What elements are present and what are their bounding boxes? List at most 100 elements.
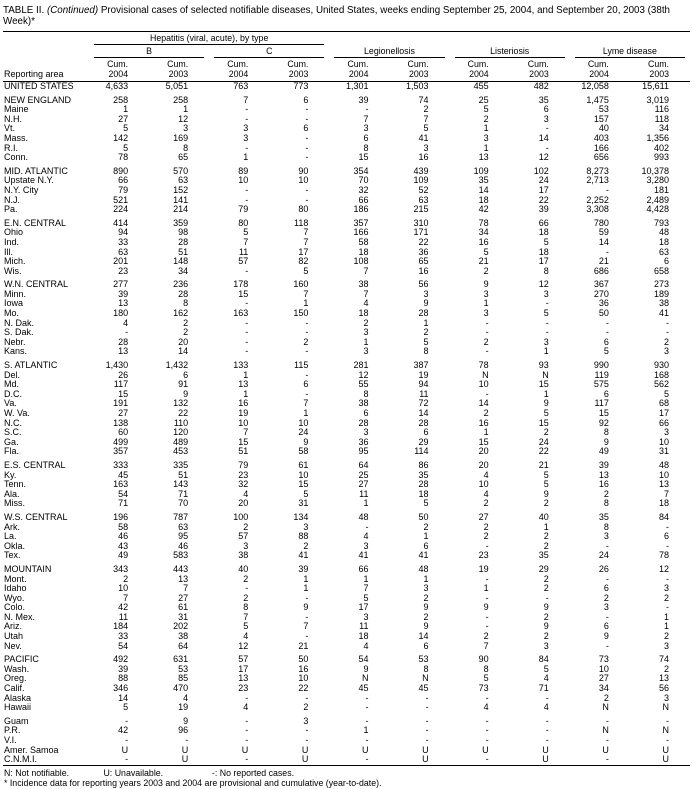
value-cell: - bbox=[545, 124, 549, 134]
value-cell: 28 bbox=[418, 480, 429, 490]
table-row: La. 46 95 57 88 4 1 2 2 3 6 bbox=[3, 532, 690, 542]
reporting-area-cell: Oreg. bbox=[4, 674, 27, 684]
reporting-area-cell: MID. ATLANTIC bbox=[4, 166, 68, 176]
value-cell: 7 bbox=[363, 289, 369, 299]
value-cell: U bbox=[662, 755, 670, 765]
value-cell: 86 bbox=[418, 460, 429, 470]
value-cell: 202 bbox=[173, 622, 189, 632]
value-cell: 7 bbox=[243, 95, 249, 105]
value-cell: 13 bbox=[658, 480, 669, 490]
value-cell: 52 bbox=[418, 185, 429, 195]
value-cell: 35 bbox=[418, 470, 429, 480]
value-cell: 102 bbox=[533, 166, 549, 176]
value-cell: 7 bbox=[363, 584, 369, 594]
value-cell: - bbox=[605, 541, 609, 551]
value-cell: 13 bbox=[178, 574, 189, 584]
value-cell: 12 bbox=[238, 641, 249, 651]
column-header-cum: Cum. 2003 bbox=[269, 58, 330, 82]
group-header-row-1: Reporting area Hepatitis (viral, acute),… bbox=[3, 31, 690, 82]
value-cell: 184 bbox=[113, 622, 129, 632]
value-cell: 114 bbox=[414, 447, 429, 457]
value-cell: 4 bbox=[243, 703, 249, 713]
value-cell: 9 bbox=[483, 603, 489, 613]
value-cell: 10 bbox=[298, 176, 309, 186]
table-row: Ind. 33 28 7 7 58 22 16 5 14 18 bbox=[3, 238, 690, 248]
value-cell: 4 bbox=[363, 641, 369, 651]
value-cell: 6 bbox=[303, 124, 309, 134]
reporting-area-header: Reporting area bbox=[3, 31, 89, 82]
value-cell: 50 bbox=[298, 655, 309, 665]
value-cell: 22 bbox=[178, 409, 189, 418]
value-cell: - bbox=[125, 755, 129, 765]
reporting-area-cell: W.N. CENTRAL bbox=[4, 280, 69, 290]
value-cell: 22 bbox=[418, 237, 429, 247]
value-cell: 4 bbox=[183, 693, 189, 703]
table-row: UNITED STATES 4,633 5,051 763 773 1,301 1,503 4… bbox=[3, 82, 690, 92]
value-cell: 402 bbox=[653, 143, 669, 153]
value-cell: 9 bbox=[303, 437, 309, 447]
value-cell: 14 bbox=[418, 632, 429, 642]
listeriosis-label: Listeriosis bbox=[454, 45, 565, 58]
value-cell: - bbox=[545, 726, 549, 736]
value-cell: 7 bbox=[363, 114, 369, 124]
value-cell: 11 bbox=[118, 612, 129, 622]
title-text: Provisional cases of selected notifiable… bbox=[3, 5, 670, 27]
value-cell: 58 bbox=[118, 522, 129, 532]
table-row: C.N.M.I. - U - U - U - U - U bbox=[3, 755, 690, 765]
value-cell: 570 bbox=[173, 166, 189, 176]
value-cell: 1 bbox=[303, 574, 309, 584]
value-cell: 35 bbox=[538, 551, 549, 561]
value-cell: 160 bbox=[293, 280, 309, 290]
value-cell: 403 bbox=[593, 133, 609, 143]
value-cell: 66 bbox=[538, 218, 549, 228]
value-cell: 3 bbox=[183, 124, 189, 134]
value-cell: 2 bbox=[243, 593, 249, 603]
value-cell: - bbox=[605, 574, 609, 584]
value-cell: 84 bbox=[538, 655, 549, 665]
value-cell: 3 bbox=[603, 603, 609, 613]
table-row: Guam - 9 - 3 - - - - - - bbox=[3, 717, 690, 727]
value-cell: 414 bbox=[113, 218, 129, 228]
value-cell: 5 bbox=[123, 124, 129, 134]
reporting-area-cell: Mo. bbox=[4, 309, 20, 319]
value-cell: - bbox=[605, 736, 609, 745]
value-cell: - bbox=[245, 185, 249, 195]
value-cell: 142 bbox=[113, 133, 129, 143]
value-cell: 3,280 bbox=[646, 176, 669, 186]
value-cell: 1 bbox=[123, 105, 129, 115]
value-cell: 2 bbox=[303, 541, 309, 551]
value-cell: 9 bbox=[183, 389, 189, 399]
value-cell: 3 bbox=[303, 716, 309, 726]
table-row: Kans. 13 14 - - 3 8 - 1 5 3 bbox=[3, 347, 690, 357]
value-cell: 70 bbox=[358, 176, 369, 186]
value-cell: 24 bbox=[538, 176, 549, 186]
value-cell: - bbox=[305, 114, 309, 124]
value-cell: 45 bbox=[418, 684, 429, 694]
value-cell: 18 bbox=[658, 237, 669, 247]
value-cell: - bbox=[305, 693, 309, 703]
lyme-disease-header: Lyme disease bbox=[570, 32, 690, 58]
value-cell: 10 bbox=[658, 437, 669, 447]
value-cell: 2 bbox=[483, 532, 489, 542]
value-cell: 1 bbox=[243, 370, 249, 380]
value-cell: - bbox=[605, 247, 609, 257]
value-cell: 1 bbox=[183, 105, 189, 115]
value-cell: 28 bbox=[178, 237, 189, 247]
footnote-n: N: Not notifiable. bbox=[4, 767, 70, 778]
value-cell: 54 bbox=[358, 655, 369, 665]
value-cell: 46 bbox=[178, 541, 189, 551]
value-cell: 2 bbox=[123, 574, 129, 584]
table-row: Hawaii 5 19 4 2 - - 4 4 N N bbox=[3, 703, 690, 713]
value-cell: - bbox=[425, 703, 429, 713]
value-cell: - bbox=[305, 143, 309, 153]
value-cell: - bbox=[305, 195, 309, 205]
value-cell: - bbox=[666, 522, 669, 532]
value-cell: 5 bbox=[483, 105, 489, 115]
value-cell: 6 bbox=[663, 532, 669, 542]
value-cell: 3 bbox=[423, 584, 429, 594]
legionellosis-label: Legionellosis bbox=[334, 45, 445, 58]
reporting-area-cell: Iowa bbox=[4, 299, 24, 309]
table-row: Colo. 42 61 8 9 17 9 9 9 3 - bbox=[3, 603, 690, 613]
value-cell: - bbox=[605, 612, 609, 622]
value-cell: 1,503 bbox=[406, 81, 429, 91]
